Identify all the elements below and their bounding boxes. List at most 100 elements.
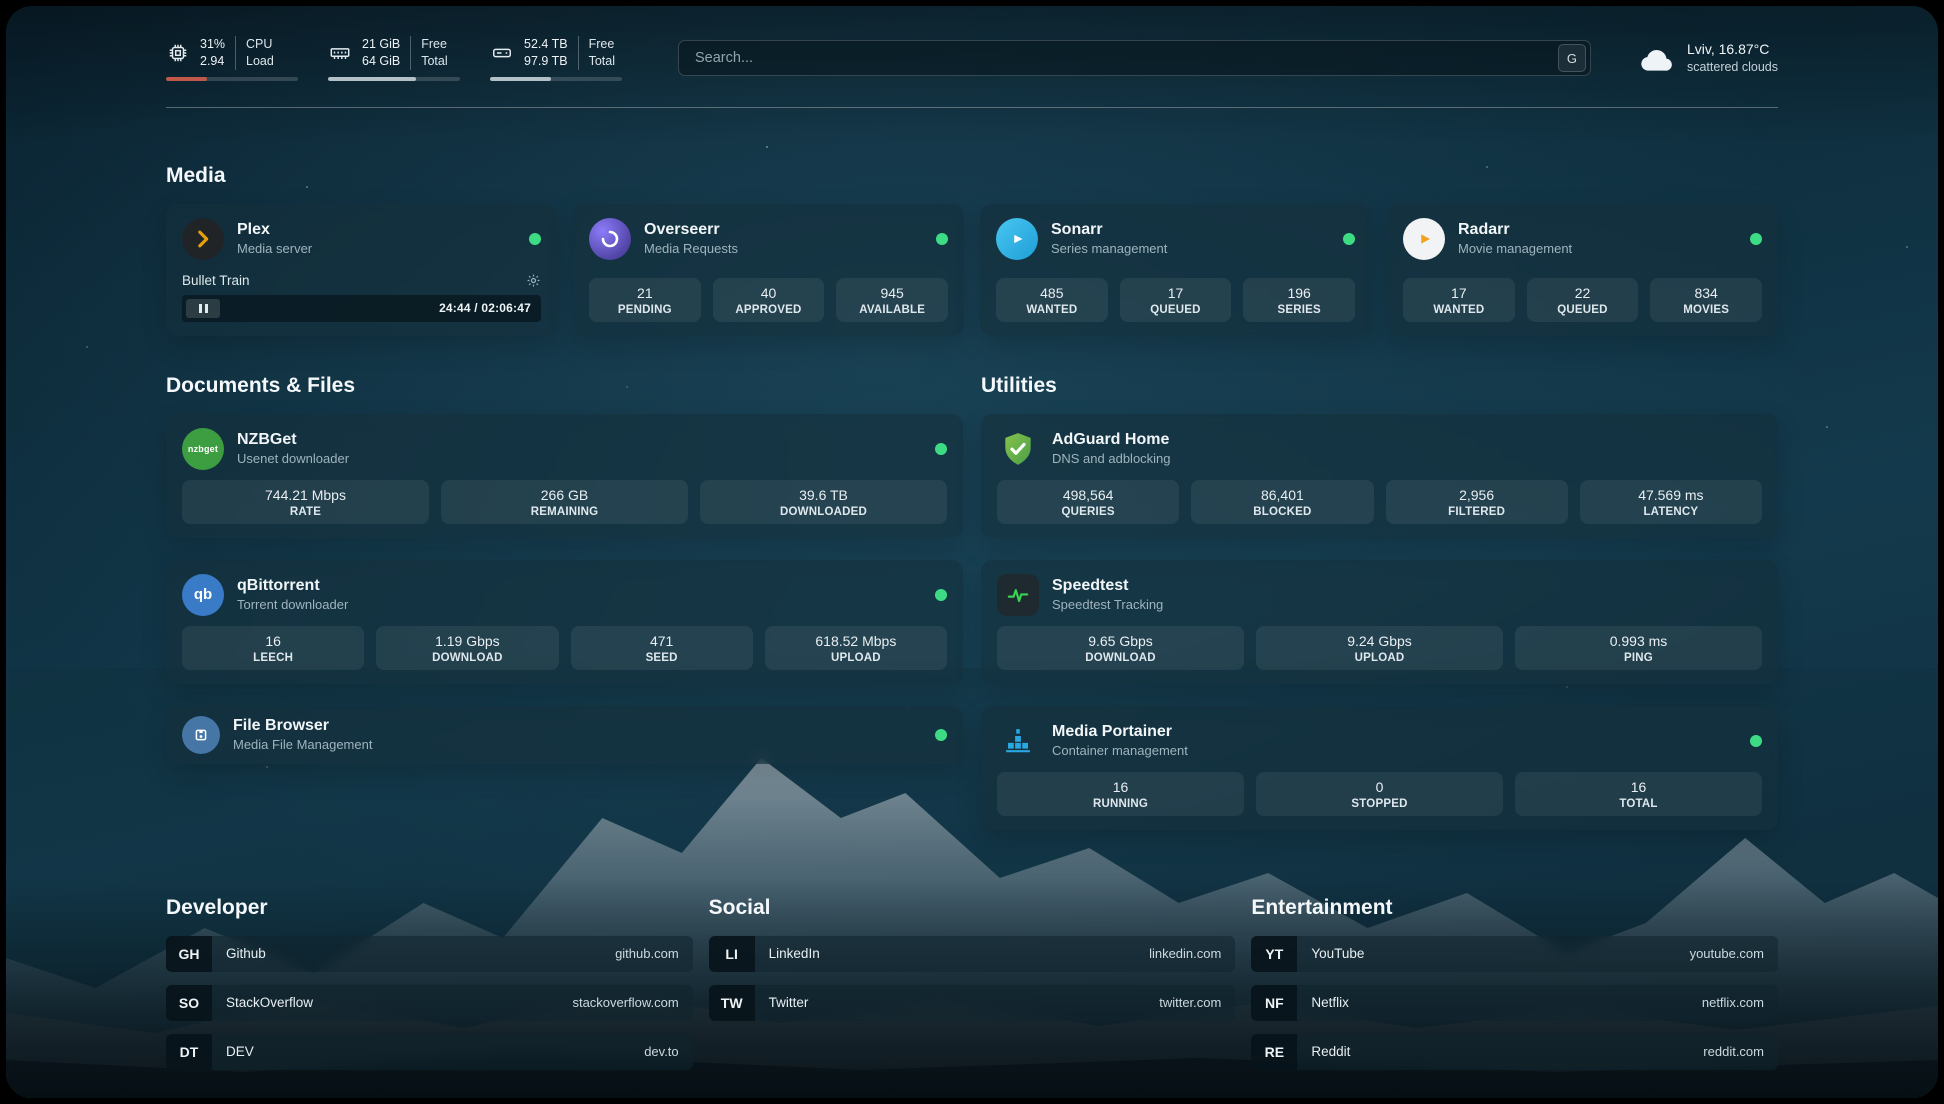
app-card-plex[interactable]: Plex Media server Bullet Train xyxy=(166,203,557,336)
app-description: Media Requests xyxy=(644,241,738,257)
search-engine-button[interactable]: G xyxy=(1557,44,1586,73)
plex-icon xyxy=(182,217,224,260)
now-playing-title: Bullet Train xyxy=(182,272,250,288)
app-card-radarr[interactable]: Radarr Movie management 17 WANTED 22 QUE… xyxy=(1387,203,1778,336)
stat-box: 498,564 QUERIES xyxy=(997,479,1180,524)
bookmark-abbr: NF xyxy=(1251,984,1298,1021)
section-title-media: Media xyxy=(166,163,226,187)
cpu-stat: 31% 2.94 CPU Load xyxy=(166,36,298,81)
bookmark-github[interactable]: GH Github github.com xyxy=(166,935,693,972)
bookmark-url: netflix.com xyxy=(1701,995,1764,1011)
app-name: AdGuard Home xyxy=(1052,431,1170,449)
bookmark-linkedin[interactable]: LI LinkedIn linkedin.com xyxy=(708,935,1236,972)
bookmark-abbr: LI xyxy=(708,935,755,972)
app-name: Plex xyxy=(237,221,270,239)
section-title-entertainment: Entertainment xyxy=(1251,895,1393,919)
disk-label2: Total xyxy=(588,53,615,68)
ram-stat: 21 GiB 64 GiB Free Total xyxy=(328,36,460,81)
app-description: Movie management xyxy=(1458,241,1573,257)
section-media: Media Plex Media server xyxy=(166,164,1778,336)
bookmark-dev[interactable]: DT DEV dev.to xyxy=(166,1033,693,1070)
bookmark-reddit[interactable]: RE Reddit reddit.com xyxy=(1251,1033,1778,1070)
bookmark-url: youtube.com xyxy=(1689,946,1764,962)
bookmark-twitter[interactable]: TW Twitter twitter.com xyxy=(708,984,1236,1021)
stat-box: 47.569 ms LATENCY xyxy=(1579,479,1762,524)
app-card-portainer[interactable]: Media Portainer Container management 16 … xyxy=(981,705,1778,830)
app-card-qbittorrent[interactable]: qb qBittorrent Torrent downloader 16 xyxy=(166,559,963,684)
app-card-sonarr[interactable]: Sonarr Series management 485 WANTED 17 Q… xyxy=(980,203,1371,336)
stat-box: 16 LEECH xyxy=(182,625,365,670)
bookmark-url: github.com xyxy=(615,946,679,962)
settings-gear-icon[interactable] xyxy=(526,273,541,288)
section-utilities: Utilities xyxy=(981,374,1778,830)
stat-box: 9.24 Gbps UPLOAD xyxy=(1256,625,1503,670)
search-bar[interactable]: G xyxy=(678,40,1591,77)
stat-box: 1.19 Gbps DOWNLOAD xyxy=(376,625,559,670)
section-title-utilities: Utilities xyxy=(981,373,1057,397)
disk-label1: Free xyxy=(588,37,615,51)
disk-icon xyxy=(490,41,514,65)
app-name: File Browser xyxy=(233,717,330,735)
stat-box: 40 APPROVED xyxy=(712,277,825,322)
disk-progress-bar xyxy=(490,76,622,81)
stat-box: 17 QUEUED xyxy=(1119,277,1232,322)
app-card-nzbget[interactable]: nzbget NZBGet Usenet downloader 744.21 M… xyxy=(166,413,963,538)
player-time: 24:44 / 02:06:47 xyxy=(439,301,531,316)
app-status-dot xyxy=(529,232,541,245)
app-name: Speedtest xyxy=(1052,577,1129,595)
stat-box: 39.6 TB DOWNLOADED xyxy=(700,479,947,524)
bookmark-abbr: TW xyxy=(708,984,755,1021)
disk-value2: 97.9 TB xyxy=(524,53,568,68)
app-description: Media File Management xyxy=(233,737,373,753)
bookmark-name: Reddit xyxy=(1311,1044,1351,1060)
header-divider xyxy=(166,106,1778,108)
bookmark-abbr: YT xyxy=(1251,935,1298,972)
app-status-dot xyxy=(936,232,948,245)
search-input[interactable] xyxy=(693,49,1558,68)
app-description: Media server xyxy=(237,241,313,257)
bookmark-youtube[interactable]: YT YouTube youtube.com xyxy=(1251,935,1778,972)
stat-box: 0 STOPPED xyxy=(1256,771,1503,816)
bookmark-name: LinkedIn xyxy=(768,946,820,962)
bookmark-url: linkedin.com xyxy=(1149,946,1222,962)
app-card-overseerr[interactable]: Overseerr Media Requests 21 PENDING 40 A… xyxy=(573,203,964,336)
app-card-speedtest[interactable]: Speedtest Speedtest Tracking 9.65 Gbps D… xyxy=(981,559,1778,684)
app-name: Overseerr xyxy=(644,221,720,239)
section-title-documents: Documents & Files xyxy=(166,373,356,397)
cpu-icon xyxy=(166,41,190,65)
app-status-dot xyxy=(1343,232,1355,245)
weather-widget: Lviv, 16.87°C scattered clouds xyxy=(1637,40,1778,76)
pause-button[interactable] xyxy=(186,298,220,318)
top-bar: 31% 2.94 CPU Load xyxy=(166,36,1778,81)
stat-box: 22 QUEUED xyxy=(1526,277,1639,322)
stat-box: 834 MOVIES xyxy=(1650,277,1762,322)
app-card-adguard[interactable]: AdGuard Home DNS and adblocking 498,564 … xyxy=(981,413,1778,538)
top-shade xyxy=(6,6,1938,1098)
app-description: DNS and adblocking xyxy=(1052,451,1171,467)
player-progress-bar[interactable]: 24:44 / 02:06:47 xyxy=(182,294,541,322)
ram-progress-bar xyxy=(328,76,460,81)
section-title-developer: Developer xyxy=(166,895,268,919)
bookmark-url: twitter.com xyxy=(1159,995,1222,1011)
adguard-icon xyxy=(997,428,1039,470)
app-description: Usenet downloader xyxy=(237,451,350,467)
stat-box: 0.993 ms PING xyxy=(1515,625,1762,670)
weather-location: Lviv, 16.87°C xyxy=(1686,41,1770,58)
speedtest-icon xyxy=(997,573,1039,616)
bookmark-stackoverflow[interactable]: SO StackOverflow stackoverflow.com xyxy=(166,984,693,1021)
stat-box: 9.65 Gbps DOWNLOAD xyxy=(997,625,1244,670)
stat-box: 17 WANTED xyxy=(1403,277,1515,322)
stat-box: 618.52 Mbps UPLOAD xyxy=(764,625,947,670)
section-documents: Documents & Files nzbget NZBGet Usenet d… xyxy=(166,374,963,830)
bookmark-abbr: SO xyxy=(166,984,212,1021)
app-card-filebrowser[interactable]: File Browser Media File Management xyxy=(166,705,963,764)
stat-box: 945 AVAILABLE xyxy=(836,277,948,322)
disk-value: 52.4 TB xyxy=(524,37,568,51)
stat-box: 266 GB REMAINING xyxy=(441,479,688,524)
bookmark-netflix[interactable]: NF Netflix netflix.com xyxy=(1251,984,1778,1021)
stat-box: 744.21 Mbps RATE xyxy=(182,479,429,524)
app-name: Sonarr xyxy=(1051,221,1103,239)
app-name: Radarr xyxy=(1458,221,1510,239)
section-developer: Developer GH Github github.com SO StackO… xyxy=(166,896,693,1083)
